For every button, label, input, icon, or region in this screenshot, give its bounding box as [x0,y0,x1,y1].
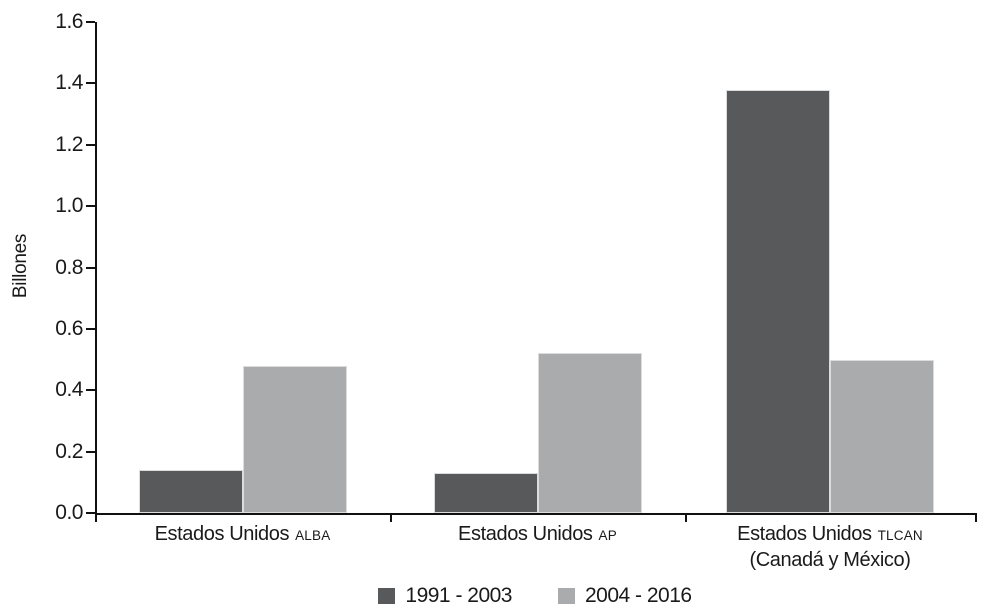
x-category-label-alba: Estados Unidos ALBA [93,522,393,548]
x-tick-mark [685,513,687,522]
x-category-label-ap: Estados Unidos AP [388,522,688,548]
category-suffix-text: AP [598,528,617,543]
y-axis-line [95,22,97,513]
legend-label-2004-2016: 2004 - 2016 [585,584,692,607]
legend-swatch-dark-icon [378,588,396,604]
y-tick-mark [86,205,95,208]
bar-2004-2016-tlcan [830,359,934,513]
y-tick-mark [86,512,95,514]
y-tick-mark [86,21,95,23]
y-tick-label: 1.2 [55,132,83,156]
legend-item-2004-2016: 2004 - 2016 [558,584,692,608]
y-tick-label: 1.6 [55,10,83,33]
x-tick-mark [95,513,97,522]
category-main-text: Estados Unidos [737,523,872,545]
y-tick-mark [86,82,95,85]
bar-2004-2016-alba [242,365,347,513]
bar-1991-2003-alba [138,470,243,513]
bar-1991-2003-tlcan [726,89,830,513]
y-axis-title: Billones [10,233,31,299]
legend-item-1991-2003: 1991 - 2003 [378,584,512,608]
legend-swatch-light-icon [558,588,575,604]
y-tick-mark [86,143,95,146]
legend: 1991 - 2003 2004 - 2016 [95,584,975,608]
y-tick-mark [86,266,95,269]
x-tick-mark [975,513,977,522]
category-suffix-text: ALBA [295,528,331,543]
y-tick-label: 1.4 [55,71,83,95]
bar-1991-2003-ap [433,473,538,513]
legend-label-1991-2003: 1991 - 2003 [405,584,512,607]
y-tick-mark [86,389,95,392]
y-tick-mark [86,450,95,453]
y-tick-label: 0.6 [55,316,83,340]
y-tick-label: 1.0 [55,194,83,218]
bar-2004-2016-ap [537,353,642,513]
y-tick-label: 0.8 [55,255,83,279]
x-category-label-tlcan: Estados Unidos TLCAN (Canadá y México) [680,522,980,572]
y-tick-mark [86,327,95,330]
category-suffix-text: TLCAN [877,528,923,543]
x-axis-line [95,513,977,515]
y-tick-label: 0.2 [55,439,83,463]
x-tick-mark [390,513,392,522]
category-second-line: (Canadá y México) [749,549,911,571]
category-main-text: Estados Unidos [154,523,290,545]
y-tick-label: 0.0 [55,501,83,524]
y-tick-label: 0.4 [55,378,83,402]
category-main-text: Estados Unidos [458,523,593,545]
